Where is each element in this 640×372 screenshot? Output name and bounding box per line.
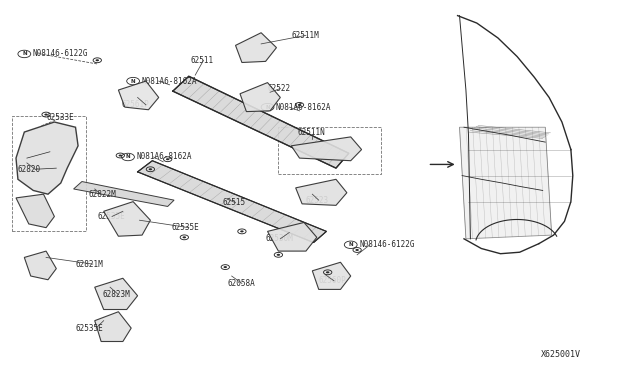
Text: 62511M: 62511M bbox=[291, 31, 319, 40]
Circle shape bbox=[298, 104, 301, 106]
Text: 62523: 62523 bbox=[306, 196, 329, 205]
Polygon shape bbox=[236, 33, 276, 62]
Text: 62522: 62522 bbox=[268, 84, 291, 93]
Polygon shape bbox=[24, 251, 56, 280]
Circle shape bbox=[326, 271, 330, 273]
Text: N: N bbox=[22, 51, 27, 57]
Polygon shape bbox=[95, 278, 138, 310]
Text: 62058A: 62058A bbox=[227, 279, 255, 288]
Polygon shape bbox=[104, 202, 150, 236]
Polygon shape bbox=[16, 194, 54, 228]
Text: 62530M: 62530M bbox=[266, 234, 293, 243]
Text: N081A6-8162A: N081A6-8162A bbox=[136, 153, 192, 161]
Polygon shape bbox=[138, 161, 326, 243]
Text: N: N bbox=[125, 154, 131, 160]
Text: N08146-6122G: N08146-6122G bbox=[33, 49, 88, 58]
Text: 62535E: 62535E bbox=[172, 223, 199, 232]
Text: 62561P: 62561P bbox=[122, 100, 149, 109]
Polygon shape bbox=[95, 312, 131, 341]
Polygon shape bbox=[296, 179, 347, 205]
Text: N08146-6122G: N08146-6122G bbox=[359, 240, 415, 249]
Text: N081A6-8162A: N081A6-8162A bbox=[141, 77, 197, 86]
Text: 62511N: 62511N bbox=[298, 128, 325, 137]
Text: N: N bbox=[131, 78, 136, 84]
Circle shape bbox=[95, 59, 99, 61]
Circle shape bbox=[182, 236, 186, 238]
Circle shape bbox=[118, 154, 122, 157]
Polygon shape bbox=[291, 137, 362, 161]
Text: 62823M: 62823M bbox=[102, 290, 130, 299]
Polygon shape bbox=[173, 76, 349, 168]
Polygon shape bbox=[16, 122, 78, 194]
Polygon shape bbox=[460, 127, 552, 239]
Circle shape bbox=[355, 249, 359, 251]
Text: 62821M: 62821M bbox=[76, 260, 103, 269]
Text: 62533E: 62533E bbox=[46, 113, 74, 122]
Text: 62515: 62515 bbox=[223, 198, 246, 207]
Text: 62535E: 62535E bbox=[97, 212, 125, 221]
Text: 62822M: 62822M bbox=[88, 190, 116, 199]
Text: 62535E: 62535E bbox=[76, 324, 103, 333]
Circle shape bbox=[44, 113, 48, 116]
Text: N081A6-8162A: N081A6-8162A bbox=[276, 103, 332, 112]
Circle shape bbox=[240, 230, 244, 232]
Circle shape bbox=[223, 266, 227, 268]
Text: 62560P: 62560P bbox=[319, 276, 346, 285]
Text: X625001V: X625001V bbox=[541, 350, 581, 359]
Polygon shape bbox=[118, 81, 159, 110]
Polygon shape bbox=[240, 83, 280, 112]
Polygon shape bbox=[268, 222, 317, 251]
Circle shape bbox=[148, 168, 152, 170]
Text: 62511: 62511 bbox=[191, 56, 214, 65]
Circle shape bbox=[166, 158, 170, 160]
Text: 62820: 62820 bbox=[18, 165, 41, 174]
Text: N: N bbox=[265, 105, 270, 110]
Polygon shape bbox=[74, 182, 174, 206]
Text: N: N bbox=[348, 242, 353, 247]
Polygon shape bbox=[312, 262, 351, 289]
Circle shape bbox=[276, 254, 280, 256]
